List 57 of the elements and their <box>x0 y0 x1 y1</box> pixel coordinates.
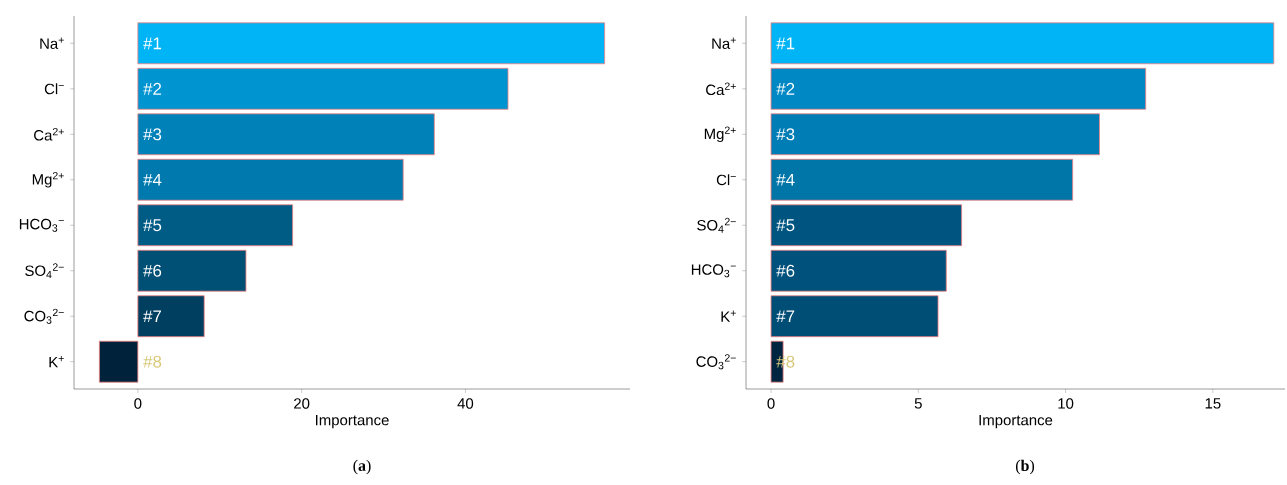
bar <box>770 113 1100 156</box>
x-axis-title: Importance <box>979 414 1053 429</box>
y-tick-label: SO$_{4}$2− <box>697 217 736 233</box>
x-tick-label: 20 <box>294 398 310 409</box>
y-tick-label: SO$_{4}$2− <box>25 263 64 279</box>
annotation: #4 <box>143 173 162 186</box>
x-axis-title: Importance <box>316 414 389 429</box>
bar <box>137 295 205 338</box>
x-tick-label: 10 <box>1058 398 1074 409</box>
bar <box>137 249 247 292</box>
annotation: #1 <box>143 37 162 50</box>
annotation: #7 <box>776 310 795 323</box>
bar <box>770 295 939 338</box>
x-tick-label: 0 <box>134 398 142 409</box>
text: (a) <box>353 459 371 475</box>
annotation: #5 <box>776 219 795 232</box>
y-tick-label: Na$^{+}$ <box>712 37 736 49</box>
bar <box>137 158 404 201</box>
x-tick-label: 5 <box>914 398 922 409</box>
annotation: #8 <box>143 355 162 368</box>
y-tick-label: HCO$_{3}$− <box>19 218 64 232</box>
bar <box>770 67 1147 110</box>
annotation: #6 <box>143 264 162 277</box>
annotation: #7 <box>143 310 162 323</box>
y-tick-label: Cl$^{−}$ <box>716 174 736 186</box>
annotation: #2 <box>776 82 795 95</box>
bar <box>770 22 1275 65</box>
annotation: #5 <box>143 219 162 232</box>
bar <box>137 113 435 156</box>
y-tick-label: Mg$^{2+}$ <box>32 171 64 188</box>
y-tick-label: K$^{+}$ <box>49 356 64 368</box>
bar <box>770 158 1074 201</box>
bar <box>137 22 606 65</box>
x-tick-label: 15 <box>1205 398 1221 409</box>
y-tick-label: Ca$^{2+}$ <box>34 127 64 141</box>
x-tick-label: 0 <box>767 398 775 409</box>
annotation: #3 <box>776 128 795 141</box>
annotation: #3 <box>143 128 162 141</box>
y-tick-label: Ca$^{2+}$ <box>706 82 736 96</box>
annotation: #2 <box>143 82 162 95</box>
bar <box>137 67 509 110</box>
y-tick-label: Na$^{+}$ <box>40 37 64 49</box>
bar <box>98 340 139 383</box>
x-tick-label: 40 <box>457 398 474 409</box>
text: (b) <box>1015 459 1035 475</box>
annotation: #4 <box>776 173 795 186</box>
bar <box>770 204 963 247</box>
y-tick-label: CO$_{3}$2− <box>24 308 64 324</box>
annotation: #1 <box>776 37 795 50</box>
y-tick-label: HCO$_{3}$− <box>691 264 736 278</box>
y-tick-label: CO$_{3}$2− <box>696 354 736 370</box>
y-tick-label: Mg$^{2+}$ <box>704 126 736 143</box>
annotation: #6 <box>776 264 795 277</box>
y-tick-label: K$^{+}$ <box>721 310 736 322</box>
y-tick-label: Cl$^{−}$ <box>44 83 64 95</box>
bar <box>137 204 294 247</box>
bar <box>770 249 947 292</box>
